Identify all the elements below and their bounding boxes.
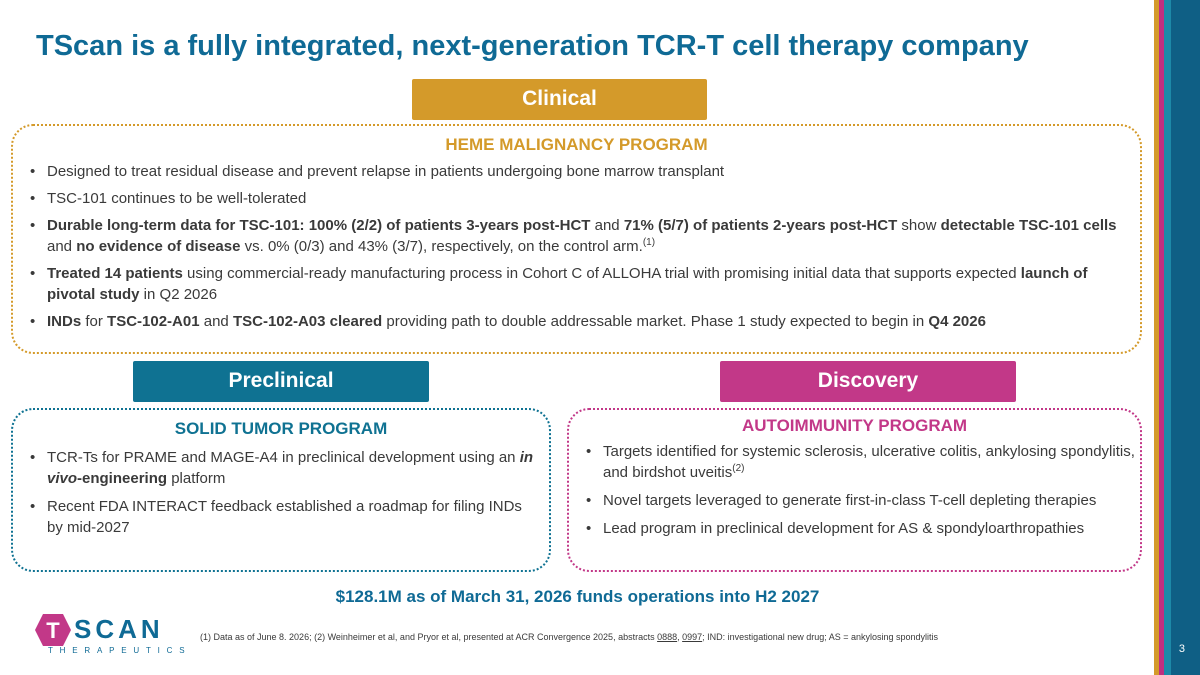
magenta-stripe: [1159, 0, 1164, 675]
discovery-label: Discovery: [720, 361, 1016, 402]
list-item: • Recent FDA INTERACT feedback establishe…: [30, 498, 522, 536]
list-item: • INDs for TSC-102-A01 and TSC-102-A03 cl…: [30, 313, 986, 330]
bullet-icon: •: [30, 190, 36, 207]
bullet-icon: •: [30, 498, 36, 515]
preclinical-bullet-list: • TCR-Ts for PRAME and MAGE-A4 in preclin…: [23, 447, 541, 538]
clinical-bullet-list: • Designed to treat residual disease and …: [23, 161, 1132, 332]
list-item: • Lead program in preclinical development…: [586, 520, 1085, 537]
list-item: • Designed to treat residual disease and …: [30, 163, 725, 180]
gold-stripe: [1154, 0, 1159, 675]
preclinical-program-box: SOLID TUMOR PROGRAM • TCR-Ts for PRAME an…: [11, 408, 551, 572]
tscan-logo: T SCAN THERAPEUTICS: [34, 613, 185, 658]
solid-tumor-heading: SOLID TUMOR PROGRAM: [174, 419, 388, 438]
abstract-link-0888[interactable]: 0888: [657, 632, 678, 642]
clinical-label: Clinical: [412, 79, 707, 120]
page-number: 3: [1178, 643, 1185, 655]
bullet-icon: •: [30, 449, 36, 466]
footnote-ref: (1): [642, 237, 656, 248]
logo-wordmark: SCAN: [74, 614, 164, 644]
discovery-program-box: AUTOIMMUNITY PROGRAM • Targets identified…: [567, 408, 1142, 572]
bullet-icon: •: [30, 163, 36, 180]
footnote-ref: (2): [732, 463, 745, 474]
teal-stripe: [1164, 0, 1171, 675]
list-item: • Targets identified for systemic scleros…: [586, 443, 1135, 481]
right-accent-bar: 3: [1154, 0, 1200, 675]
hexagon-logo-icon: T: [35, 614, 71, 646]
footnote: (1) Data as of June 8. 2026; (2) Weinhei…: [200, 632, 939, 642]
funding-statement: $128.1M as of March 31, 2026 funds opera…: [335, 587, 820, 606]
list-item: • TSC-101 continues to be well-tolerated: [30, 190, 307, 207]
list-item: • Durable long-term data for TSC-101: 100…: [30, 217, 1117, 255]
heme-program-heading: HEME MALIGNANCY PROGRAM: [445, 135, 708, 154]
preclinical-label: Preclinical: [133, 361, 429, 402]
discovery-bullet-list: • Targets identified for systemic scleros…: [579, 441, 1136, 539]
list-item: • Treated 14 patients using commercial-re…: [30, 265, 1088, 303]
list-item: • Novel targets leveraged to generate fir…: [586, 492, 1097, 509]
abstract-link-0997[interactable]: 0997: [682, 632, 703, 642]
bullet-icon: •: [586, 492, 592, 509]
bullet-icon: •: [30, 217, 36, 234]
autoimmunity-heading: AUTOIMMUNITY PROGRAM: [741, 416, 968, 435]
bullet-icon: •: [30, 313, 36, 330]
slide-title: TScan is a fully integrated, next-genera…: [36, 30, 1029, 62]
svg-text:T: T: [46, 618, 60, 643]
bullet-icon: •: [586, 443, 592, 460]
list-item: • TCR-Ts for PRAME and MAGE-A4 in preclin…: [30, 449, 534, 487]
clinical-program-box: HEME MALIGNANCY PROGRAM • Designed to tre…: [11, 124, 1142, 354]
logo-subtitle: THERAPEUTICS: [48, 646, 192, 655]
bullet-icon: •: [30, 265, 36, 282]
bullet-icon: •: [586, 520, 592, 537]
